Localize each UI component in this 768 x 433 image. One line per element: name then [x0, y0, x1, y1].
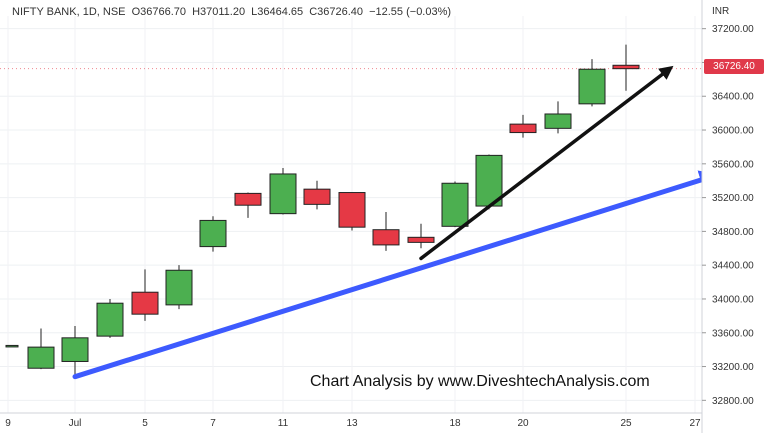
- candle-body: [5, 344, 19, 348]
- y-tick-label: 33200.00: [712, 362, 754, 373]
- watermark-text: Chart Analysis by www.DiveshtechAnalysis…: [310, 373, 650, 390]
- y-tick-label: 35200.00: [712, 193, 754, 204]
- y-tick-label: 36000.00: [712, 126, 754, 137]
- candle-body: [303, 188, 331, 205]
- candle-jul-5: [96, 298, 124, 338]
- candle-body: [338, 192, 366, 228]
- trend-arrows: [72, 65, 720, 380]
- x-tick-label: 27: [689, 418, 701, 429]
- y-tick-label: 36400.00: [712, 92, 754, 103]
- x-tick-label: 11: [278, 418, 289, 429]
- candle-body: [131, 291, 159, 315]
- last-price-tag: 36726.40: [704, 59, 764, 74]
- chart-header: NIFTY BANK, 1D, NSE O36766.70 H37011.20 …: [12, 6, 454, 18]
- candle-jul-15: [372, 211, 400, 251]
- candle-jul-6: [131, 269, 159, 321]
- candle-jul-18: [407, 223, 435, 249]
- y-tick-label: 34000.00: [712, 294, 754, 305]
- candle-body: [96, 302, 124, 337]
- x-tick-label: 7: [210, 418, 216, 429]
- candle-jul-22: [544, 101, 572, 134]
- x-tick-label: 13: [346, 418, 358, 429]
- x-tick-label: 5: [142, 418, 148, 429]
- candle-jul-26: [612, 44, 640, 91]
- candle-jul-21: [509, 114, 537, 138]
- candle-body: [612, 64, 640, 70]
- candle-body: [372, 229, 400, 246]
- y-tick-label: 34400.00: [712, 261, 754, 272]
- candle-jul-8: [199, 216, 227, 252]
- candle-jul-4: [61, 325, 89, 375]
- y-tick-label: 35600.00: [712, 159, 754, 170]
- x-tick-label: 25: [620, 418, 632, 429]
- trend-arrow-black: [419, 65, 674, 261]
- candle-body: [407, 236, 435, 243]
- candle-body: [578, 68, 606, 105]
- y-tick-label: 32800.00: [712, 396, 754, 407]
- y-tick-label: 33600.00: [712, 328, 754, 339]
- y-tick-label: 34800.00: [712, 227, 754, 238]
- candle-jun-30: [5, 344, 19, 348]
- candle-jul-12: [269, 168, 297, 215]
- candle-jul-25: [578, 59, 606, 107]
- x-tick-label: Jul: [69, 418, 82, 429]
- candle-body: [269, 173, 297, 215]
- currency-label: INR: [712, 6, 730, 17]
- trend-arrow-blue: [72, 170, 720, 380]
- low-value: L36464.65: [251, 6, 304, 18]
- candle-jul-11: [234, 192, 262, 218]
- y-tick-label: 37200.00: [712, 24, 754, 35]
- candle-body: [234, 192, 262, 206]
- symbol-label: NIFTY BANK, 1D, NSE: [12, 6, 126, 18]
- high-value: H37011.20: [192, 6, 246, 18]
- candle-body: [199, 219, 227, 248]
- x-tick-label: 18: [449, 418, 461, 429]
- candle-body: [165, 269, 193, 306]
- candle-jul-14: [338, 192, 366, 231]
- close-value: C36726.40: [309, 6, 364, 18]
- x-tick-label: 20: [517, 418, 529, 429]
- candle-body: [441, 182, 469, 227]
- candle-jul-13: [303, 180, 331, 210]
- candle-jul-7: [165, 265, 193, 310]
- candle-body: [544, 113, 572, 129]
- candle-jul-1: [27, 328, 55, 370]
- candle-body: [27, 346, 55, 369]
- change-value: −12.55 (−0.03%): [369, 6, 452, 18]
- open-value: O36766.70: [131, 6, 186, 18]
- x-tick-label: 9: [5, 418, 11, 429]
- candle-body: [509, 123, 537, 134]
- candle-jul-19: [441, 181, 469, 228]
- candle-body: [61, 337, 89, 362]
- candles: [5, 44, 640, 375]
